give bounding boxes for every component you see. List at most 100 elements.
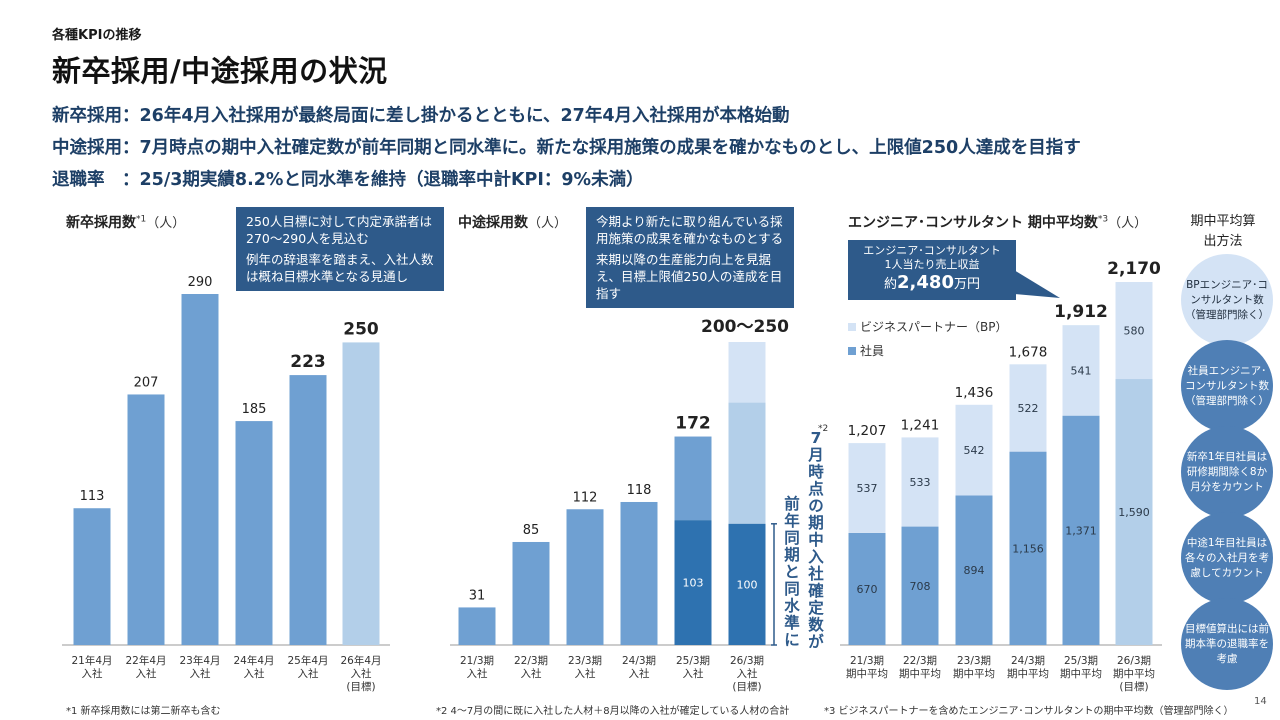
engineer-bp-bar	[1062, 325, 1100, 416]
method-new-grad-circle: 新卒1年目社員は研修期間除く8か月分をカウント	[1181, 426, 1273, 518]
engineer-total-label: 1,241	[901, 417, 940, 433]
engineer-category-label: 22/3期期中平均	[899, 655, 941, 680]
summary-new-grad: 新卒採用：26年4月入社採用が最終局面に差し掛かるとともに、27年4月入社採用が…	[52, 106, 790, 126]
engineer-total-label: 1,207	[848, 423, 887, 439]
new-grad-bar	[289, 375, 327, 645]
engineer-bp-bar	[1115, 282, 1153, 380]
mid-career-value-label: 85	[523, 523, 540, 538]
engineer-callout: エンジニア･コンサルタント 1人当たり売上収益 約2,480万円	[848, 240, 1016, 300]
engineer-category-label: 24/3期期中平均	[1007, 655, 1049, 680]
new-grad-category-label: 24年4月入社	[233, 654, 274, 680]
mid-career-bar	[566, 509, 604, 645]
method-bp-circle: BPエンジニア･コンサルタント数（管理部門除く）	[1181, 254, 1273, 346]
engineer-employee-bar	[1062, 415, 1100, 645]
engineer-employee-bar	[848, 532, 886, 645]
engineer-chart-title: エンジニア･コンサルタント 期中平均数*3（人）	[848, 214, 1148, 231]
engineer-employee-label: 1,590	[1118, 506, 1150, 519]
engineer-employee-bar	[955, 495, 993, 645]
mid-career-chart-title: 中途採用数（人）	[458, 215, 568, 231]
mid-career-bar-confirmed	[674, 520, 712, 645]
mid-career-bar-confirmed	[728, 523, 766, 645]
engineer-callout-pointer	[1014, 270, 1060, 298]
engineer-bp-bar	[848, 443, 886, 533]
engineer-bp-bar	[901, 437, 939, 527]
engineer-total-label: 1,678	[1009, 344, 1048, 360]
mid-career-confirmed-label: 100	[737, 578, 758, 591]
side-panel-title: 期中平均算出方法	[1190, 214, 1256, 249]
mid-career-bar	[512, 541, 550, 645]
page-number: 14	[1254, 696, 1267, 707]
vertical-footnote-mark: *2	[818, 424, 829, 434]
engineer-employee-label: 1,371	[1065, 524, 1097, 537]
mid-career-confirmed-label: 103	[683, 577, 704, 590]
new-grad-category-label: 21年4月入社	[71, 654, 112, 680]
engineer-category-label: 25/3期期中平均	[1060, 655, 1102, 680]
new-grad-bar	[235, 421, 273, 645]
engineer-employee-label: 670	[857, 583, 878, 596]
mid-career-value-label: 200〜250	[701, 317, 789, 337]
mid-career-value-label: 172	[675, 414, 711, 434]
mid-career-bar	[620, 501, 658, 645]
mid-career-value-label: 112	[573, 490, 598, 505]
mid-career-vertical-note-line1: 7月時点の期中入社確定数が	[808, 429, 824, 651]
engineer-total-label: 2,170	[1107, 259, 1161, 279]
legend-bp-swatch	[848, 323, 856, 331]
engineer-category-label: 21/3期期中平均	[846, 655, 888, 680]
engineer-bp-bar	[1009, 364, 1047, 452]
new-grad-bar	[181, 294, 219, 645]
engineer-employee-label: 894	[964, 564, 985, 577]
section-kicker: 各種KPIの推移	[52, 28, 142, 43]
engineer-total-label: 1,912	[1054, 302, 1108, 322]
mid-career-category-label: 26/3期入社(目標)	[730, 655, 764, 693]
new-grad-category-label: 25年4月入社	[287, 654, 328, 680]
engineer-bp-label: 533	[910, 476, 931, 489]
engineer-employee-label: 708	[910, 580, 931, 593]
summary-mid-career: 中途採用：7月時点の期中入社確定数が前年同期と同水準に。新たな採用施策の成果を確…	[52, 138, 1081, 158]
mid-career-callout: 今期より新たに取り組んでいる採用施策の成果を確かなものとする 来期以降の生産能力…	[586, 207, 794, 308]
new-grad-value-label: 290	[188, 275, 213, 290]
engineer-bp-label: 580	[1124, 325, 1145, 338]
new-grad-chart-title: 新卒採用数*1（人）	[66, 214, 186, 231]
engineer-bp-bar	[955, 404, 993, 496]
legend-employee-swatch	[848, 347, 856, 355]
mid-career-target-lower	[728, 402, 766, 524]
new-grad-category-label: 23年4月入社	[179, 654, 220, 680]
engineer-employee-bar	[901, 526, 939, 645]
engineer-category-label: 26/3期期中平均(目標)	[1113, 655, 1155, 693]
mid-career-vertical-note-line2: 前年同期と同水準に	[784, 495, 800, 649]
legend-employee-label: 社員	[860, 343, 884, 358]
new-grad-category-label: 26年4月入社(目標)	[340, 654, 381, 693]
new-grad-value-label: 113	[80, 489, 105, 504]
mid-career-category-label: 21/3期入社	[460, 655, 494, 680]
mid-career-category-label: 25/3期入社	[676, 655, 710, 680]
method-employee-circle: 社員エンジニア･コンサルタント数（管理部門除く）	[1181, 340, 1273, 432]
engineer-employee-bar	[1009, 451, 1047, 645]
engineer-employee-bar	[1115, 379, 1153, 645]
new-grad-value-label: 250	[343, 319, 379, 339]
mid-career-value-label: 118	[627, 483, 652, 498]
mid-career-category-label: 23/3期入社	[568, 655, 602, 680]
new-grad-value-label: 223	[290, 352, 326, 372]
mid-career-target-upper	[728, 342, 766, 403]
mid-career-bar-rest	[674, 436, 712, 521]
mid-career-category-label: 24/3期入社	[622, 655, 656, 680]
new-grad-value-label: 185	[242, 402, 267, 417]
new-grad-callout: 250人目標に対して内定承諾者は270〜290人を見込む 例年の辞退率を踏まえ、…	[236, 207, 444, 291]
new-grad-bar	[342, 342, 380, 645]
mid-career-value-label: 31	[469, 588, 486, 603]
engineer-category-label: 23/3期期中平均	[953, 655, 995, 680]
mid-career-category-label: 22/3期入社	[514, 655, 548, 680]
method-mid-career-circle: 中途1年目社員は各々の入社月を考慮してカウント	[1181, 512, 1273, 604]
page-title: 新卒採用/中途採用の状況	[52, 54, 388, 88]
engineer-total-label: 1,436	[955, 385, 994, 401]
legend-bp-label: ビジネスパートナー（BP）	[860, 320, 1007, 334]
method-target-circle: 目標値算出には前期本準の退職率を考慮	[1181, 598, 1273, 690]
new-grad-category-label: 22年4月入社	[125, 654, 166, 680]
new-grad-value-label: 207	[134, 375, 159, 390]
new-grad-bar	[73, 508, 111, 645]
engineer-bp-label: 541	[1071, 364, 1092, 377]
new-grad-bar	[127, 394, 165, 645]
footnote-2: *2 4〜7月の間に既に入社した人材＋8月以降の入社が確定している人材の合計	[436, 706, 790, 717]
engineer-employee-label: 1,156	[1012, 542, 1044, 555]
